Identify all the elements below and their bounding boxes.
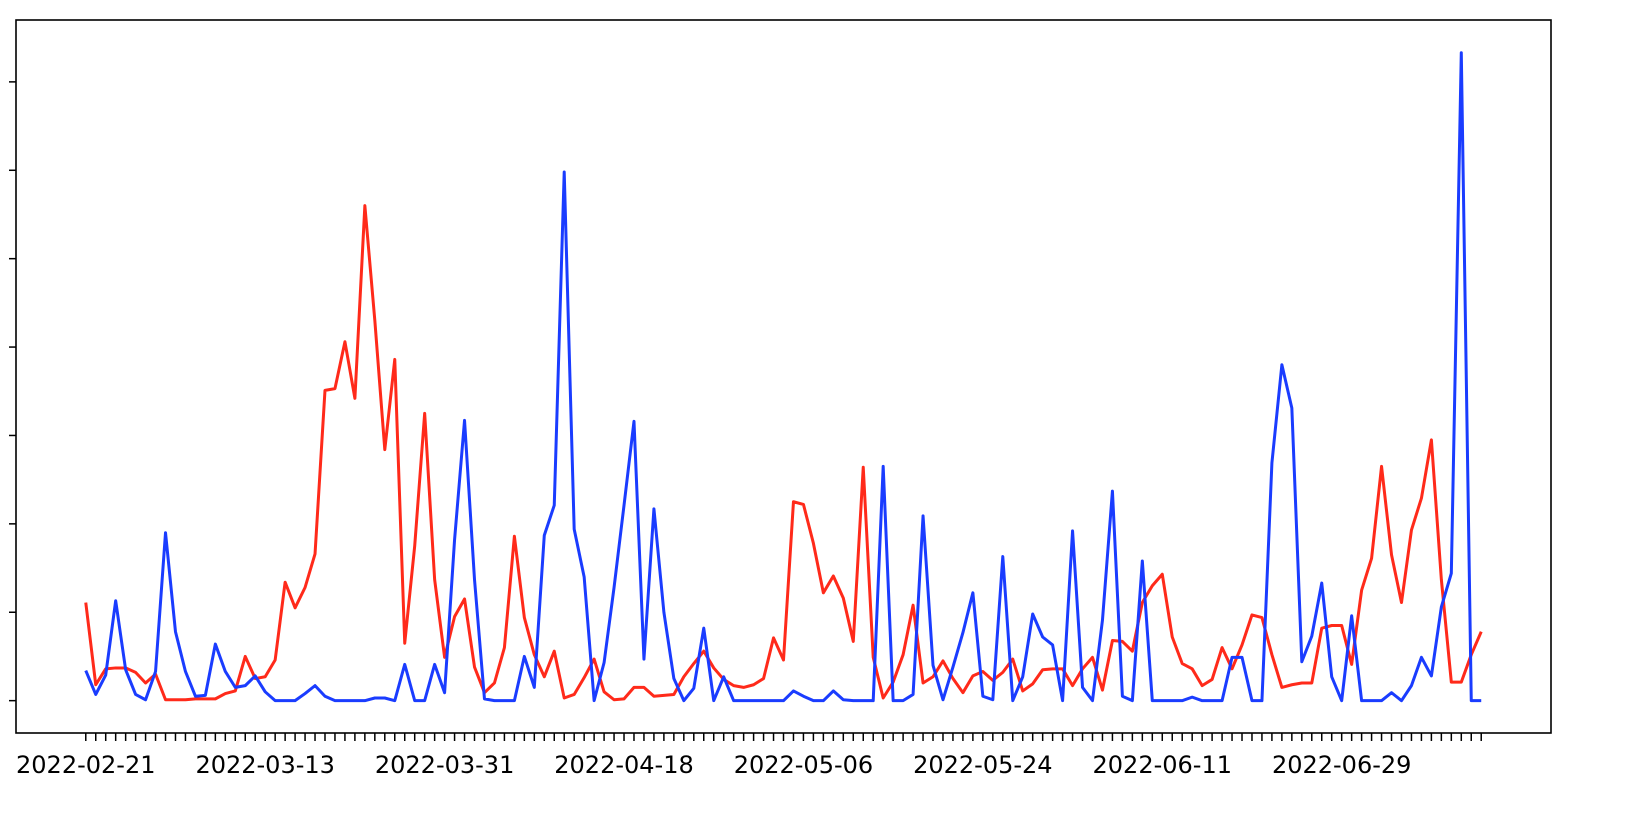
x-tick-label: 2022-06-29	[1272, 751, 1411, 779]
x-tick-label: 2022-04-18	[554, 751, 693, 779]
plot-frame	[15, 19, 1552, 734]
series-line	[84, 51, 1482, 703]
x-tick-label: 2022-02-21	[16, 751, 155, 779]
x-tick-label: 2022-03-31	[375, 751, 514, 779]
x-tick-label: 2022-05-06	[734, 751, 873, 779]
x-tick-label: 2022-03-13	[195, 751, 334, 779]
x-tick-label: 2022-06-11	[1093, 751, 1232, 779]
x-tick-label: 2022-05-24	[913, 751, 1052, 779]
series-line	[84, 204, 1483, 702]
